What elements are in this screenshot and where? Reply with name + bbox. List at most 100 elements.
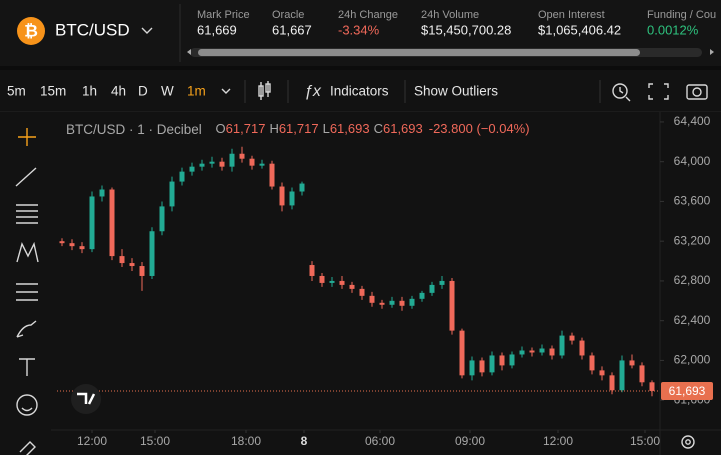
y-tick-label: 62,800: [674, 273, 711, 287]
candle-body: [629, 360, 635, 366]
ohlc-value: 61,693: [383, 121, 423, 136]
candle-body: [399, 300, 405, 306]
stat-label: 24h Change: [338, 9, 398, 21]
trend-line-tool[interactable]: [15, 167, 37, 187]
stat-value: 61,669: [197, 22, 237, 37]
axes: 12:00 15:00 18:00 8 06:00 09:00 12:00 15:00 61,6…: [77, 114, 713, 448]
candle-body: [369, 295, 375, 303]
candle-body: [569, 335, 575, 341]
interval-button[interactable]: 1h: [82, 84, 97, 99]
stat-value: $1,065,406.42: [538, 22, 621, 37]
settings-icon[interactable]: [681, 435, 695, 449]
text-tool[interactable]: [19, 358, 35, 376]
interval-button[interactable]: W: [161, 84, 174, 99]
ohlc-key: C: [374, 121, 383, 136]
ohlc-value: 61,693: [330, 121, 370, 136]
candle-body: [239, 153, 245, 159]
brush-tool[interactable]: [16, 320, 37, 338]
emoji-tool[interactable]: [16, 394, 38, 416]
btc-logo-glyph: ₿: [24, 21, 38, 40]
alert-icon[interactable]: [612, 83, 631, 102]
candle-body: [419, 292, 425, 299]
interval-button[interactable]: 4h: [111, 84, 126, 99]
ohlc-key: H: [269, 121, 278, 136]
fullscreen-icon[interactable]: [648, 83, 669, 100]
candle-body: [519, 350, 525, 355]
toolbar-bg: [0, 70, 721, 112]
candle-body: [439, 280, 445, 285]
stat-label: Mark Price: [197, 9, 250, 21]
candle-body: [249, 158, 255, 166]
y-tick-label: 64,000: [674, 154, 711, 168]
candle-body: [269, 163, 275, 187]
symbol[interactable]: BTC/USD: [55, 20, 130, 39]
candle-body: [459, 330, 465, 376]
scroll-right[interactable]: [710, 49, 714, 55]
candle-body: [219, 161, 225, 167]
stat-label: Funding / Cou: [647, 9, 716, 21]
ohlc-value: 61,717: [226, 121, 266, 136]
candle-body: [579, 340, 585, 356]
candle-body: [279, 186, 285, 206]
pattern-tool[interactable]: [16, 241, 39, 263]
candle-body: [259, 163, 265, 166]
candle-body: [299, 183, 305, 192]
candle-body: [359, 288, 365, 296]
candle-body: [349, 284, 355, 289]
ruler-tool[interactable]: [19, 441, 36, 455]
x-tick-label: 09:00: [455, 434, 485, 448]
x-tick-label: 18:00: [231, 434, 261, 448]
fib-tool[interactable]: [16, 204, 38, 224]
screenshot-icon[interactable]: [686, 84, 708, 100]
candle-body: [409, 298, 415, 306]
legend-title: BTC/USD · 1 · Decibel: [66, 122, 202, 137]
candle-body: [529, 350, 535, 353]
tv-logo[interactable]: [71, 384, 101, 414]
candle-type-icon[interactable]: [258, 81, 271, 100]
outliers-button[interactable]: Show Outliers: [414, 84, 498, 99]
candle-body: [179, 171, 185, 182]
btc-logo: [17, 17, 45, 45]
candle-body: [469, 360, 475, 376]
interval-button[interactable]: 5m: [7, 84, 26, 99]
interval-chevron[interactable]: [221, 88, 231, 94]
scroll-thumb[interactable]: [198, 49, 640, 56]
intervals: 5m 15m 1h 4h D W 1m: [7, 84, 206, 99]
candle-body: [619, 360, 625, 391]
candle-body: [429, 284, 435, 293]
y-tick-label: 63,200: [674, 233, 711, 247]
candle-body: [139, 266, 145, 276]
candle-body: [389, 300, 395, 305]
y-tick-label: 62,400: [674, 313, 711, 327]
indicators-button[interactable]: Indicators: [330, 84, 389, 99]
candle-body: [109, 189, 115, 257]
candle-body: [129, 263, 135, 267]
interval-button[interactable]: 15m: [40, 84, 66, 99]
candle-body: [99, 189, 105, 197]
ohlc-change: -23.800 (−0.04%): [429, 121, 530, 136]
fx-icon[interactable]: ƒx: [304, 83, 322, 100]
y-tick-label: 64,400: [674, 114, 711, 128]
stat-value: $15,450,700.28: [421, 22, 511, 37]
candle-body: [589, 355, 595, 371]
stat-value: 0.0012%: [647, 22, 699, 37]
candle-body: [309, 265, 315, 276]
stat-label: Oracle: [272, 9, 304, 21]
interval-button[interactable]: 1m: [187, 84, 206, 99]
stat-label: Open Interest: [538, 9, 605, 21]
symbol-chevron[interactable]: [141, 27, 153, 34]
legend: BTC/USD · 1 · Decibel O61,717 H61,717 L61,…: [66, 121, 530, 136]
candle-body: [329, 280, 335, 283]
stat-label: 24h Volume: [421, 9, 479, 21]
stat-value: 61,667: [272, 22, 312, 37]
interval-button[interactable]: D: [138, 84, 148, 99]
crosshair-tool[interactable]: [18, 128, 36, 146]
last-price-badge: [661, 381, 713, 400]
projection-tool[interactable]: [16, 283, 38, 301]
ohlc-key: L: [323, 121, 330, 136]
candle-body: [149, 231, 155, 276]
candle-body: [549, 348, 555, 356]
scroll-left[interactable]: [187, 49, 191, 55]
